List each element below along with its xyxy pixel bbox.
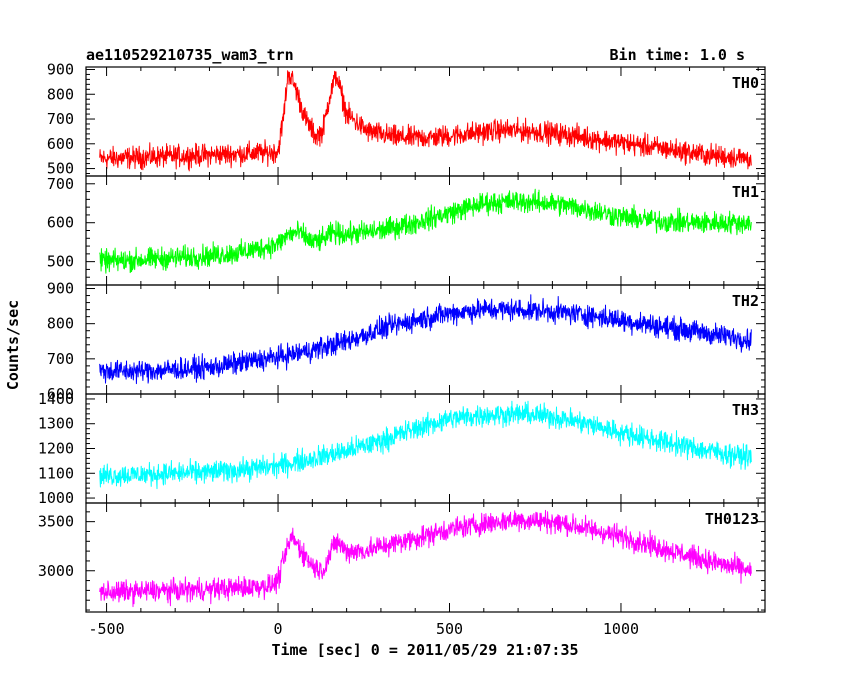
y-tick-label: 900 <box>47 280 74 298</box>
series-line-th3 <box>99 400 752 490</box>
y-tick-label: 600 <box>47 385 74 403</box>
y-tick-label: 1100 <box>38 464 74 482</box>
panel-frame <box>85 284 766 395</box>
series-line-th0123 <box>99 509 752 608</box>
y-tick-label: 600 <box>47 135 74 153</box>
panel-frame <box>85 175 766 286</box>
series-line-th2 <box>99 294 752 385</box>
y-tick-label: 1400 <box>38 390 74 408</box>
panel-frame <box>85 502 766 613</box>
panel-th3: 1000 1100 1200 1300 1400 TH3 <box>38 390 766 507</box>
panel-th0123: 3000 3500 TH0123 <box>38 502 766 613</box>
y-tick-label: 1000 <box>38 489 74 507</box>
x-tick-label: -500 <box>89 620 125 638</box>
y-tick-label: 3500 <box>38 513 74 531</box>
y-tick-label: 700 <box>47 175 74 193</box>
panel-label: TH2 <box>732 292 759 310</box>
panel-th1: 500 600 700 TH1 <box>47 175 766 286</box>
y-tick-label: 800 <box>47 315 74 333</box>
y-axis-label: Counts/sec <box>4 300 22 390</box>
y-tick-label: 900 <box>47 60 74 78</box>
x-tick-label: 0 <box>274 620 283 638</box>
y-tick-label: 700 <box>47 350 74 368</box>
y-tick-label: 600 <box>47 214 74 232</box>
y-tick-label: 500 <box>47 253 74 271</box>
y-tick-label: 800 <box>47 85 74 103</box>
panel-th0: 500 600 700 800 900 TH0 <box>47 60 766 178</box>
x-tick-label: 1000 <box>603 620 639 638</box>
panel-th2: 600 700 800 900 TH2 <box>47 280 766 403</box>
y-tick-label: 700 <box>47 110 74 128</box>
panel-label: TH0123 <box>705 510 759 528</box>
series-line-th1 <box>99 188 752 274</box>
y-tick-label: 500 <box>47 160 74 178</box>
panel-label: TH0 <box>732 74 759 92</box>
y-tick-label: 3000 <box>38 562 74 580</box>
panel-label: TH1 <box>732 183 759 201</box>
y-tick-label: 1300 <box>38 415 74 433</box>
series-line-th0 <box>99 70 752 172</box>
bin-time-label: Bin time: 1.0 s <box>610 46 745 64</box>
chart-title: ae110529210735_wam3_trn <box>86 46 294 64</box>
x-axis-label: Time [sec] 0 = 2011/05/29 21:07:35 <box>271 641 578 659</box>
panels: 500 600 700 800 900 TH0 500 600 700 TH1 600 700 800 9… <box>38 60 766 638</box>
x-tick-label: 500 <box>436 620 463 638</box>
panel-label: TH3 <box>732 401 759 419</box>
y-tick-label: 1200 <box>38 440 74 458</box>
